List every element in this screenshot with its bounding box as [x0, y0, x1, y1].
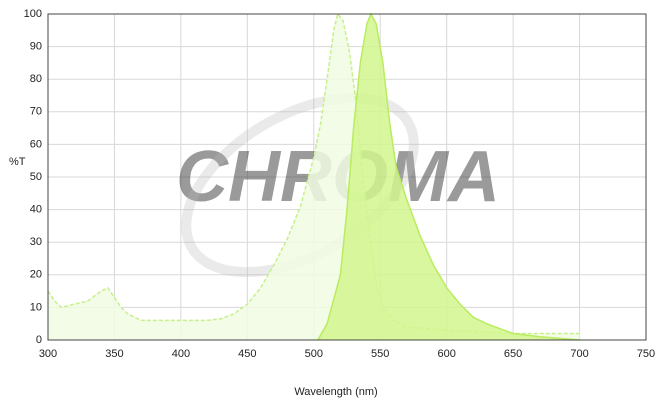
y-tick-label: 80 [30, 73, 42, 85]
y-tick-label: 100 [24, 8, 42, 20]
y-tick-label: 0 [36, 334, 42, 346]
y-tick-label: 40 [30, 204, 42, 216]
y-axis-label: %T [9, 156, 26, 168]
x-tick-label: 750 [637, 348, 655, 360]
line [317, 12, 580, 341]
x-axis-label: Wavelength (nm) [294, 386, 377, 398]
y-tick-label: 50 [30, 171, 42, 183]
x-tick-label: 700 [570, 348, 588, 360]
area [317, 14, 580, 340]
x-tick-label: 600 [437, 348, 455, 360]
x-tick-label: 300 [39, 348, 57, 360]
y-tick-label: 20 [30, 269, 42, 281]
y-tick-label: 60 [30, 138, 42, 150]
x-tick-label: 650 [504, 348, 522, 360]
plot-border [47, 13, 647, 341]
x-tick-label: 350 [105, 348, 123, 360]
x-tick-label: 400 [172, 348, 190, 360]
area [48, 14, 580, 340]
x-tick-label: 450 [238, 348, 256, 360]
y-tick-label: 70 [30, 106, 42, 118]
y-tick-label: 90 [30, 41, 42, 53]
x-tick-label: 550 [371, 348, 389, 360]
y-tick-label: 30 [30, 236, 42, 248]
x-tick-label: 500 [305, 348, 323, 360]
y-tick-label: 10 [30, 301, 42, 313]
